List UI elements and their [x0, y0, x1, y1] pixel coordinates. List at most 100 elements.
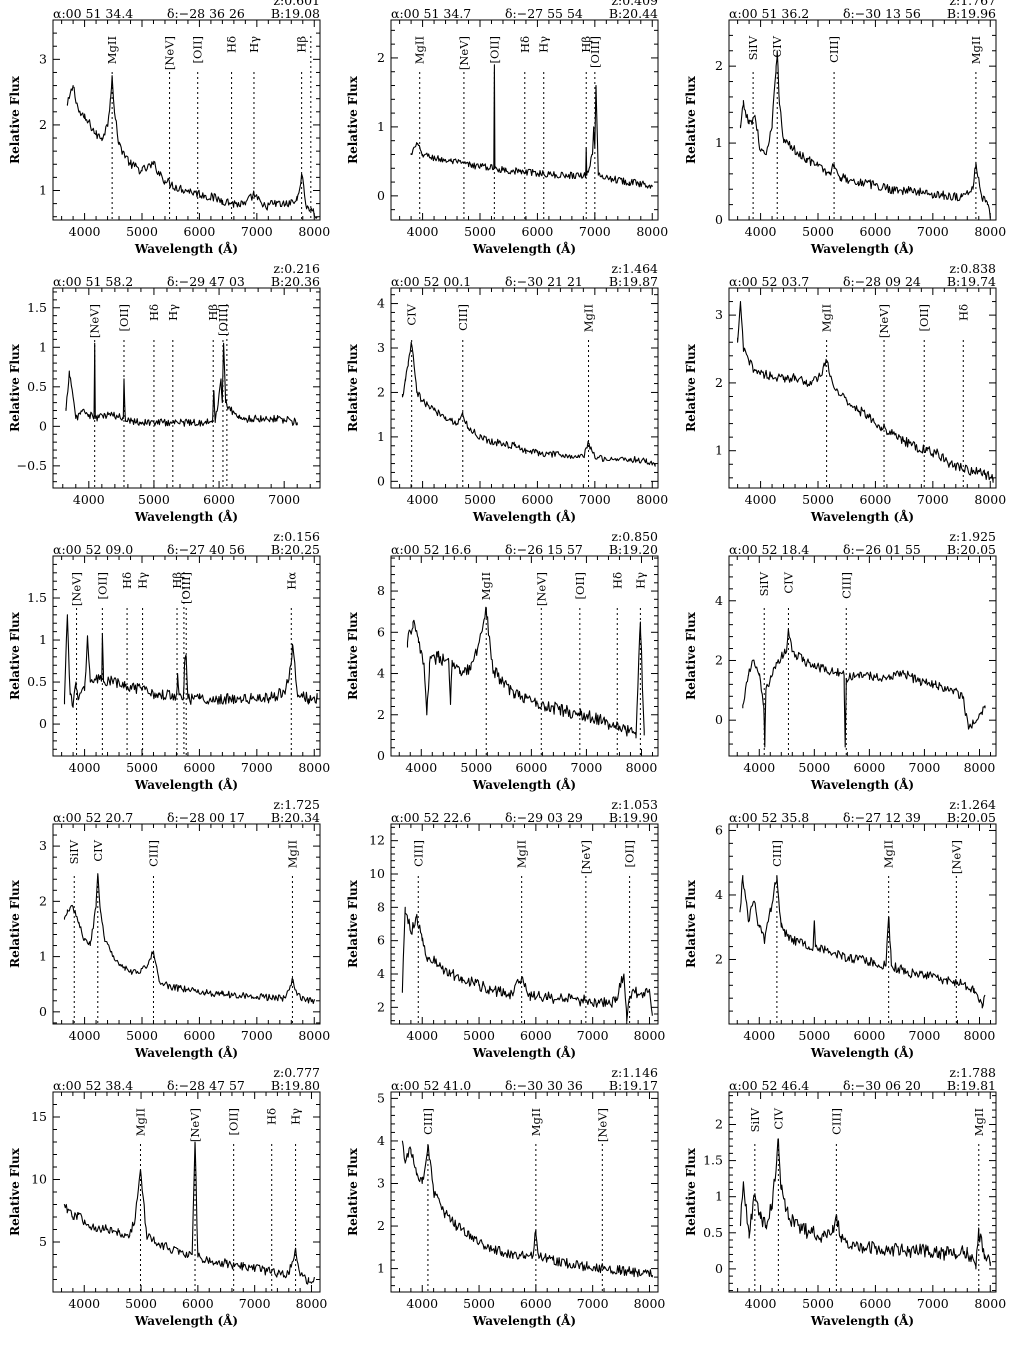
y-tick-label: 2: [39, 117, 47, 132]
magnitude-label: B:19.81: [947, 1078, 996, 1093]
y-tick-label: 1.5: [703, 1153, 723, 1168]
x-tick-label: 4000: [406, 1028, 438, 1043]
y-tick-label: 2: [377, 707, 385, 722]
y-tick-label: 2: [377, 384, 385, 399]
spectral-line-label: CIII]: [839, 572, 853, 599]
redshift-label: z:1.264: [949, 797, 996, 812]
x-tick-label: 6000: [520, 1296, 552, 1311]
x-tick-label: 6000: [182, 1296, 214, 1311]
spectrum-line: [401, 341, 656, 467]
x-tick-label: 6000: [860, 224, 892, 239]
spectral-line-label: [NeV]: [877, 304, 891, 338]
x-tick-label: 8000: [974, 224, 1006, 239]
spectrum-panel-10: z:1.725 α:00 52 20.7 δ:−28 00 17 B:20.34 400…: [8, 797, 330, 1060]
spectrum-panel-9: z:1.925 α:00 52 18.4 δ:−26 01 55 B:20.05 400…: [684, 529, 997, 792]
spectrum-panel-1: z:0.601 α:00 51 34.4 δ:−28 36 26 B:19.08 400…: [8, 0, 330, 256]
right-ascension-label: α:00 52 18.4: [729, 542, 809, 557]
spectrum-panel-14: z:1.146 α:00 52 41.0 δ:−30 30 36 B:19.17 400…: [346, 1065, 665, 1328]
y-tick-label: 0: [39, 1004, 47, 1019]
x-tick-label: 4000: [406, 1296, 438, 1311]
y-axis-label: Relative Flux: [684, 343, 698, 432]
spectral-line-label: MgII: [479, 572, 493, 600]
magnitude-label: B:20.25: [271, 542, 320, 557]
declination-label: δ:−28 09 24: [843, 274, 921, 289]
spectral-line-label: MgII: [820, 304, 834, 332]
spectrum-line: [65, 342, 298, 427]
spectrum-line: [63, 873, 315, 1005]
y-tick-label: −0.5: [17, 458, 47, 473]
x-tick-label: 4000: [68, 1296, 100, 1311]
magnitude-label: B:19.74: [947, 274, 996, 289]
y-tick-label: 10: [31, 1172, 47, 1187]
x-tick-label: 5000: [802, 492, 834, 507]
spectral-line-label: MgII: [582, 304, 596, 332]
spectral-line-label: Hδ: [147, 304, 161, 321]
plot-frame: [390, 19, 659, 221]
spectral-line-label: [NeV]: [595, 1108, 609, 1142]
y-axis-label: Relative Flux: [8, 1147, 22, 1236]
y-tick-label: 3: [377, 340, 385, 355]
x-tick-label: 5000: [463, 1028, 495, 1043]
x-tick-label: 4000: [407, 492, 439, 507]
spectrum-line: [739, 875, 986, 1009]
y-tick-label: 0: [377, 473, 385, 488]
x-tick-label: 5000: [802, 1296, 834, 1311]
y-tick-label: 0: [39, 418, 47, 433]
y-axis-label: Relative Flux: [346, 343, 360, 432]
x-tick-label: 8000: [964, 760, 996, 775]
y-axis-label: Relative Flux: [346, 879, 360, 968]
y-tick-label: 6: [377, 624, 385, 639]
x-tick-label: 7000: [577, 1296, 609, 1311]
spectrum-panel-12: z:1.264 α:00 52 35.8 δ:−27 12 39 B:20.05 400…: [684, 797, 997, 1060]
spectral-line-label: Hδ: [518, 36, 532, 53]
y-tick-label: 1: [377, 429, 385, 444]
y-tick-label: 6: [715, 822, 723, 837]
y-tick-label: 4: [377, 296, 385, 311]
spectral-line-label: [OII]: [917, 304, 931, 332]
spectral-line-label: [OIII]: [216, 304, 230, 336]
right-ascension-label: α:00 51 34.4: [53, 6, 133, 21]
x-axis-label: Wavelength (Å): [134, 241, 238, 256]
y-tick-label: 4: [715, 887, 723, 902]
x-tick-label: 7000: [268, 492, 300, 507]
spectral-line-label: SiIV: [67, 839, 81, 864]
spectral-line-label: MgII: [529, 1108, 543, 1136]
x-axis-label: Wavelength (Å): [472, 509, 576, 524]
x-tick-label: 6000: [860, 492, 892, 507]
spectral-line-label: [OII]: [191, 36, 205, 64]
redshift-label: z:1.788: [949, 1065, 996, 1080]
right-ascension-label: α:00 52 09.0: [53, 542, 133, 557]
y-tick-label: 3: [39, 838, 47, 853]
y-axis-label: Relative Flux: [8, 343, 22, 432]
y-axis-label: Relative Flux: [8, 75, 22, 164]
x-tick-label: 8000: [298, 1028, 330, 1043]
spectral-line-label: MgII: [969, 36, 983, 64]
spectral-line-label: CIV: [781, 571, 795, 593]
y-tick-label: 0: [377, 188, 385, 203]
y-axis-label: Relative Flux: [346, 611, 360, 700]
x-tick-label: 7000: [917, 492, 949, 507]
x-tick-label: 4000: [745, 224, 777, 239]
y-tick-label: 2: [377, 999, 385, 1014]
magnitude-label: B:19.80: [271, 1078, 320, 1093]
x-tick-label: 6000: [184, 224, 216, 239]
spectral-line-label: CIII]: [456, 304, 470, 331]
spectral-line-label: [OIII]: [179, 572, 193, 604]
x-axis-label: Wavelength (Å): [810, 1045, 914, 1060]
y-tick-label: 1.5: [27, 300, 47, 315]
plot-frame: [390, 287, 659, 489]
x-tick-label: 8000: [626, 760, 658, 775]
y-tick-label: 3: [377, 1175, 385, 1190]
magnitude-label: B:20.05: [947, 810, 996, 825]
y-axis-label: Relative Flux: [8, 611, 22, 700]
declination-label: δ:−27 55 54: [505, 6, 583, 21]
y-tick-label: 8: [377, 899, 385, 914]
spectral-line-label: Hβ: [170, 572, 184, 589]
spectrum-panel-7: z:0.156 α:00 52 09.0 δ:−27 40 56 B:20.25 400…: [8, 529, 330, 792]
magnitude-label: B:19.90: [609, 810, 658, 825]
declination-label: δ:−30 13 56: [843, 6, 921, 21]
x-tick-label: 6000: [184, 1028, 216, 1043]
spectral-line-label: [NeV]: [457, 36, 471, 70]
plot-frame: [52, 1091, 321, 1293]
x-tick-label: 7000: [909, 760, 941, 775]
